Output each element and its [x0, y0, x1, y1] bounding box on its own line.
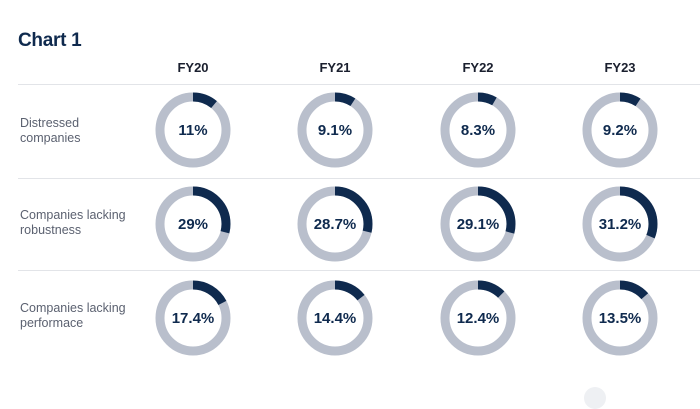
donut-value-label: 12.4%: [457, 310, 500, 327]
column-header-fy22: FY22: [462, 60, 494, 75]
donut-distressed-companies-fy20: 11%: [155, 92, 231, 168]
divider-top: [18, 84, 700, 85]
donut-value-arc: [297, 92, 373, 168]
column-header-fy21: FY21: [319, 60, 351, 75]
donut-value-arc: [155, 280, 231, 356]
donut-companies-lacking-performace-fy22: 12.4%: [440, 280, 516, 356]
divider-row-2: [18, 270, 700, 271]
donut-companies-lacking-robustness-fy20: 29%: [155, 186, 231, 262]
donut-value-arc: [155, 186, 231, 262]
donut-value-label: 8.3%: [461, 122, 495, 139]
donut-value-label: 14.4%: [314, 310, 357, 327]
donut-value-arc: [297, 280, 373, 356]
donut-companies-lacking-robustness-fy21: 28.7%: [297, 186, 373, 262]
donut-value-label: 13.5%: [599, 310, 642, 327]
donut-value-label: 9.1%: [318, 122, 352, 139]
donut-value-arc: [155, 92, 231, 168]
donut-companies-lacking-robustness-fy23: 31.2%: [582, 186, 658, 262]
decorative-circle: [584, 387, 606, 409]
donut-value-arc: [440, 280, 516, 356]
row-label-distressed: Distressed companies: [20, 116, 81, 145]
donut-distressed-companies-fy22: 8.3%: [440, 92, 516, 168]
row-label-lacking-robustness: Companies lacking robustness: [20, 208, 126, 237]
row-label-lacking-performance: Companies lacking performace: [20, 301, 126, 330]
donut-value-arc: [582, 186, 658, 262]
divider-row-1: [18, 178, 700, 179]
donut-companies-lacking-robustness-fy22: 29.1%: [440, 186, 516, 262]
donut-value-arc: [440, 92, 516, 168]
donut-value-label: 11%: [178, 122, 207, 139]
donut-companies-lacking-performace-fy20: 17.4%: [155, 280, 231, 356]
donut-value-label: 31.2%: [599, 216, 642, 233]
donut-value-label: 17.4%: [172, 310, 215, 327]
donut-companies-lacking-performace-fy23: 13.5%: [582, 280, 658, 356]
donut-distressed-companies-fy21: 9.1%: [297, 92, 373, 168]
chart-title: Chart 1: [18, 30, 82, 51]
column-header-fy20: FY20: [177, 60, 209, 75]
column-header-fy23: FY23: [604, 60, 636, 75]
donut-value-label: 9.2%: [603, 122, 637, 139]
donut-companies-lacking-performace-fy21: 14.4%: [297, 280, 373, 356]
donut-value-label: 28.7%: [314, 216, 357, 233]
donut-value-label: 29.1%: [457, 216, 500, 233]
donut-value-arc: [440, 186, 516, 262]
donut-distressed-companies-fy23: 9.2%: [582, 92, 658, 168]
donut-value-label: 29%: [178, 216, 208, 233]
donut-value-arc: [297, 186, 373, 262]
donut-value-arc: [582, 280, 658, 356]
donut-value-arc: [582, 92, 658, 168]
